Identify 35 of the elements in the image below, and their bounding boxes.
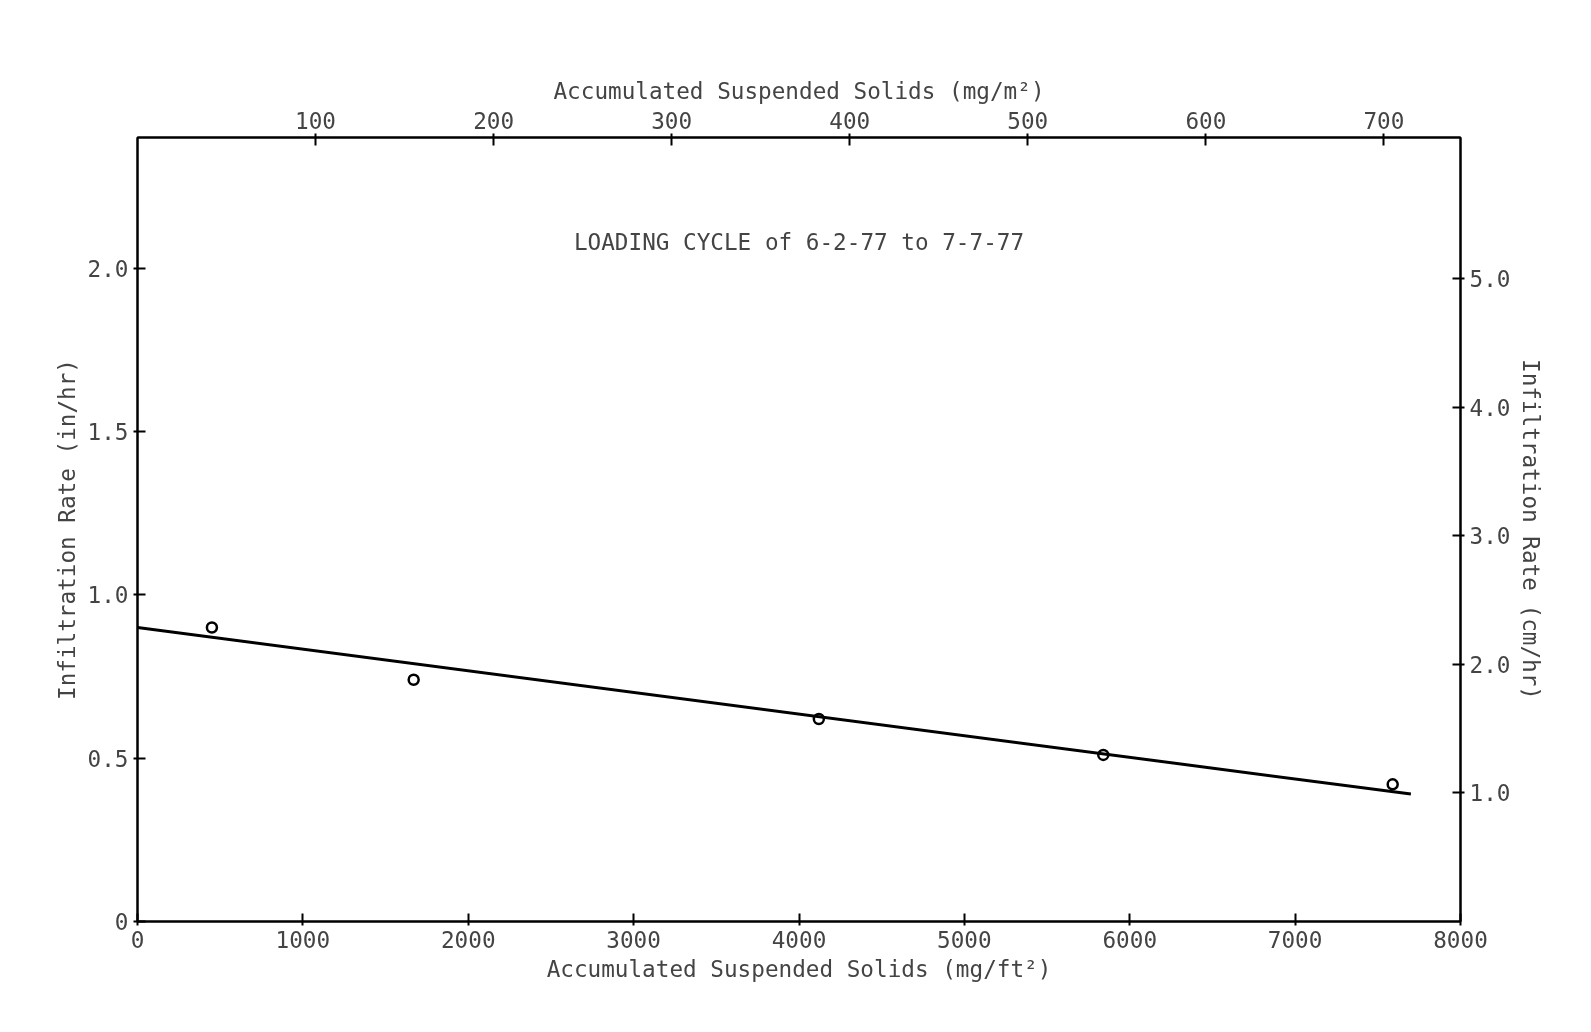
y-tick-label: 0 (114, 909, 129, 935)
point (1097, 748, 1110, 762)
y-axis-title: Infiltration Rate (in/hr) (53, 358, 80, 700)
x-tick-label: 6000 (1102, 926, 1158, 953)
annotation: LOADING CYCLE of 6-2-77 to 7-7-77 (573, 229, 1025, 256)
x-tick-label: 3000 (606, 926, 661, 953)
y-tick-label: 0.5 (87, 745, 129, 772)
point (812, 712, 826, 726)
x-tick-label: 1000 (275, 926, 331, 953)
x-axis-title: Accumulated Suspended Solids (mg/ft²) (546, 955, 1052, 982)
x2-axis-title: Accumulated Suspended Solids (mg/m²) (553, 77, 1045, 104)
y2-tick-label: 4.0 (1469, 394, 1511, 421)
x-tick-label: 2000 (440, 926, 496, 953)
x2-tick-label: 400 (829, 107, 871, 134)
point (205, 621, 219, 634)
x-tick-label: 8000 (1433, 926, 1488, 953)
y-tick-label: 1.5 (87, 419, 129, 445)
x2-tick-label: 500 (1007, 107, 1049, 134)
y2-tick-label: 5.0 (1469, 265, 1511, 292)
point (407, 673, 420, 687)
y2-tick-label: 1.0 (1469, 780, 1511, 807)
point (1386, 778, 1399, 791)
y2-axis-title: Infiltration Rate (cm/hr) (1518, 359, 1545, 701)
y2-tick-label: 3.0 (1469, 523, 1511, 550)
y-tick-label: 1.0 (87, 582, 129, 609)
x2-tick-label: 100 (295, 107, 337, 134)
x2-tick-label: 600 (1185, 107, 1227, 134)
x2-tick-label: 700 (1363, 107, 1405, 134)
x-tick-label: 5000 (937, 926, 992, 953)
x-tick-label: 4000 (771, 926, 827, 953)
x2-tick-label: 300 (651, 107, 693, 134)
x2-tick-label: 200 (473, 107, 515, 134)
x-tick-label: 7000 (1267, 926, 1323, 953)
y-tick-label: 2.0 (87, 255, 129, 282)
y2-tick-label: 2.0 (1469, 651, 1511, 678)
